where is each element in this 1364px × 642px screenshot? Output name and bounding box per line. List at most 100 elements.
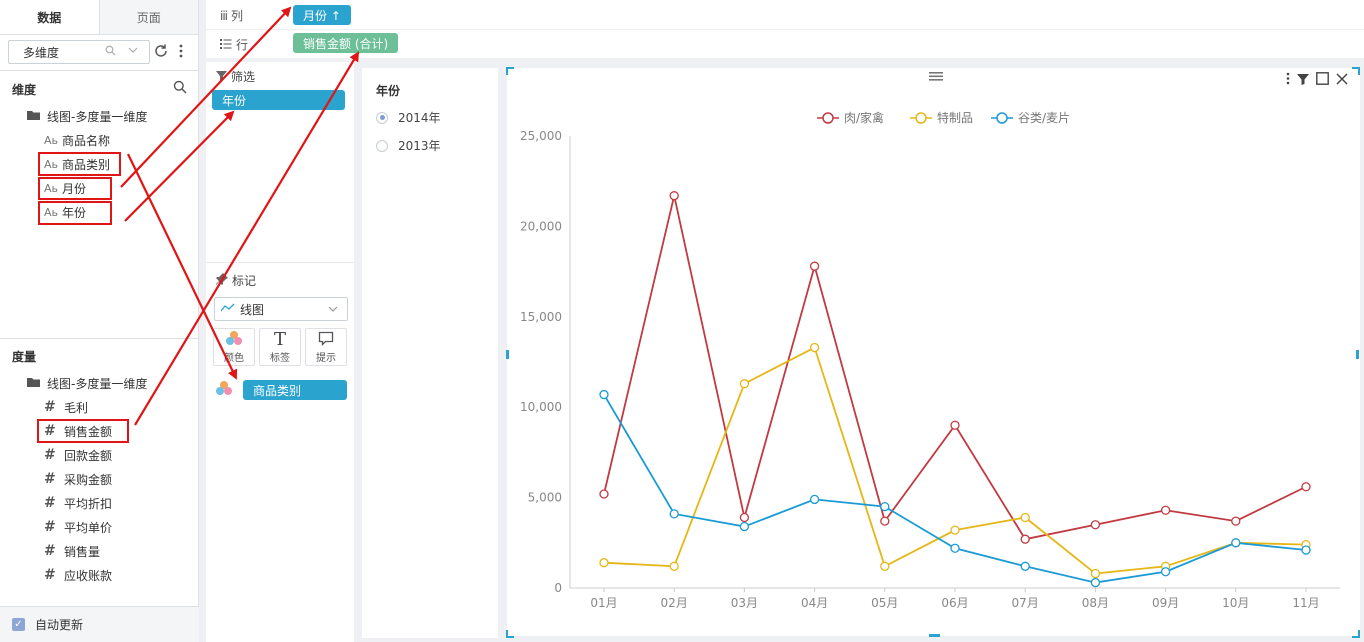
measure-label: 采购金额 — [64, 472, 113, 487]
rows-pill[interactable]: 销售金额 (合计) — [293, 33, 399, 53]
filter-pill[interactable]: 年份 — [212, 90, 345, 110]
number-type-icon: # — [44, 519, 56, 535]
columns-pill[interactable]: 月份 ↑ — [293, 5, 351, 25]
data-point — [809, 342, 820, 353]
y-tick-label: 20,000 — [520, 219, 562, 233]
highlight-box — [37, 419, 129, 443]
resize-handle[interactable] — [1352, 67, 1360, 75]
auto-update-label: 自动更新 — [35, 618, 84, 632]
resize-handle[interactable] — [506, 350, 509, 359]
data-point — [809, 494, 820, 505]
columns-shelf-label: iii 列 — [220, 9, 244, 23]
chevron-down-icon[interactable] — [127, 44, 139, 59]
legend-marker — [996, 112, 1008, 124]
rows-shelf-label: 行 — [206, 36, 292, 53]
line-chart[interactable]: 0 5,000 10,000 15,000 20,000 25,000 01月 02月 03月 0… — [507, 68, 1360, 636]
dimension-field[interactable]: Aь 商品名称 — [44, 129, 110, 151]
color-pill[interactable]: 商品类别 — [243, 380, 347, 400]
measure-label: 销售量 — [64, 544, 101, 559]
resize-handle[interactable] — [929, 634, 940, 637]
resize-handle[interactable] — [506, 630, 514, 638]
chart-panel[interactable]: 0 5,000 10,000 15,000 20,000 25,000 01月 02月 03月 0… — [507, 68, 1360, 636]
year-filter-title: 年份 — [376, 84, 401, 98]
x-tick-label: 08月 — [1082, 596, 1109, 610]
tab-page[interactable]: 页面 — [99, 0, 198, 34]
data-point — [1301, 482, 1311, 492]
measure-field[interactable]: # 毛利 — [44, 396, 88, 418]
data-point — [809, 261, 820, 271]
measure-field[interactable]: # 应收账款 — [44, 564, 112, 586]
dimension-folder[interactable]: 线图-多度量一维度 — [26, 105, 147, 127]
radio-selected-icon[interactable] — [376, 111, 388, 124]
more-vertical-icon[interactable] — [1286, 72, 1290, 89]
rows-icon — [220, 38, 232, 52]
mark-type-value: 线图 — [240, 302, 265, 317]
dimension-header: 维度 — [12, 83, 37, 97]
x-tick-label: 06月 — [941, 596, 968, 610]
data-panel: 数据 页面 多维度 维度 线图-多度量一维度 Aь 商品名称 Aь 商品类别 — [0, 0, 199, 642]
dimension-field[interactable]: Aь 月份 — [44, 177, 86, 199]
drag-handle-icon[interactable] — [929, 70, 943, 84]
filter-icon[interactable] — [1297, 73, 1309, 89]
rows-shelf[interactable]: 行 销售金额 (合计) — [206, 30, 1364, 58]
x-tick-label: 03月 — [731, 596, 758, 610]
highlight-box — [38, 201, 112, 225]
number-type-icon: # — [44, 567, 56, 583]
legend-marker — [822, 112, 834, 124]
x-tick-label: 11月 — [1292, 596, 1319, 610]
dataset-select-value: 多维度 — [23, 45, 60, 60]
search-icon[interactable] — [173, 80, 187, 97]
search-icon[interactable] — [105, 45, 116, 59]
resize-handle[interactable] — [506, 67, 514, 75]
more-vertical-icon[interactable] — [178, 43, 184, 62]
series-line — [603, 195, 1307, 541]
measure-folder-label: 线图-多度量一维度 — [47, 376, 148, 391]
text-type-icon: Aь — [44, 157, 59, 171]
auto-update-row[interactable]: ✓ 自动更新 — [0, 606, 199, 642]
measure-field[interactable]: # 平均折扣 — [44, 492, 112, 514]
data-point — [1160, 505, 1171, 515]
measure-field[interactable]: # 销售量 — [44, 540, 100, 562]
tab-data[interactable]: 数据 — [0, 0, 100, 34]
year-option-2014[interactable]: 2014年 — [376, 109, 441, 126]
resize-handle[interactable] — [1352, 630, 1360, 638]
dataset-select[interactable]: 多维度 — [8, 40, 150, 64]
dimension-label: 月份 — [62, 181, 87, 196]
mark-type-select[interactable]: 线图 — [214, 297, 348, 321]
mark-tooltip-button[interactable]: 提示 — [305, 328, 347, 366]
maximize-icon[interactable] — [1316, 72, 1329, 89]
columns-shelf[interactable]: iii 列 月份 ↑ — [206, 2, 1364, 30]
y-tick-label: 5,000 — [528, 491, 562, 505]
measure-label: 毛利 — [64, 400, 89, 415]
data-point — [880, 561, 890, 571]
filter-section-title: 筛选 — [216, 68, 255, 85]
y-tick-label: 10,000 — [520, 400, 562, 414]
resize-handle[interactable] — [1356, 350, 1359, 359]
radio-icon[interactable] — [376, 139, 388, 152]
mark-label-button[interactable]: T 标签 — [259, 328, 301, 366]
auto-update-checkbox[interactable]: ✓ — [12, 618, 25, 631]
data-point — [1020, 561, 1030, 571]
data-point — [1020, 512, 1030, 523]
data-point — [950, 525, 960, 535]
measure-folder[interactable]: 线图-多度量一维度 — [26, 372, 147, 394]
folder-icon — [26, 109, 41, 124]
divider — [206, 262, 354, 263]
measure-field[interactable]: # 回款金额 — [44, 444, 112, 466]
dimension-field[interactable]: Aь 商品类别 — [44, 153, 110, 175]
year-option-2013[interactable]: 2013年 — [376, 137, 441, 154]
divider — [0, 70, 199, 71]
measure-field[interactable]: # 销售金额 — [44, 420, 112, 442]
measure-field[interactable]: # 平均单价 — [44, 516, 112, 538]
x-tick-label: 07月 — [1012, 596, 1039, 610]
dataset-row: 多维度 — [8, 40, 192, 64]
data-point — [739, 521, 750, 532]
data-point — [950, 543, 960, 553]
panel-tabs: 数据 页面 — [0, 0, 198, 35]
close-icon[interactable] — [1336, 73, 1348, 89]
y-tick-label: 0 — [554, 581, 562, 595]
measure-field[interactable]: # 采购金额 — [44, 468, 112, 490]
dimension-field[interactable]: Aь 年份 — [44, 201, 86, 223]
mark-color-button[interactable]: 颜色 — [213, 328, 255, 366]
refresh-icon[interactable] — [153, 43, 169, 62]
